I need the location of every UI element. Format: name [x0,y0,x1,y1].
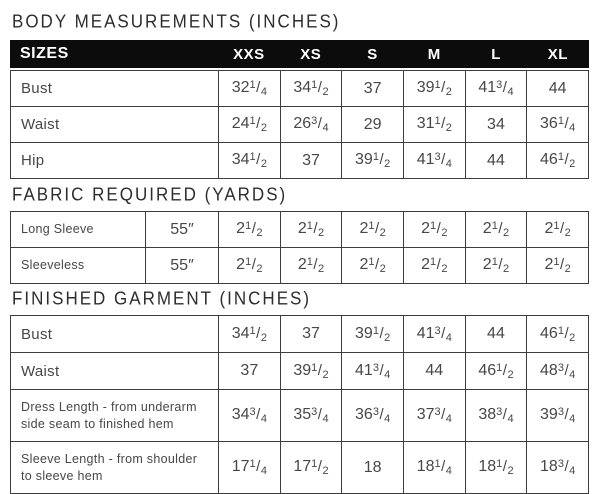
value-cell: 21/2 [218,247,281,284]
value-cell: 18 [341,441,404,494]
value-cell: 263/4 [279,106,343,143]
fabric-width-cell: 55″ [145,211,219,248]
size-column-header: L [491,45,501,63]
value-cell: 37 [279,142,343,179]
table-row: Sleeveless 55″ 21/2 21/2 21/2 21/2 21/2 21/2 [10,247,589,284]
value-cell: 483/4 [526,352,589,390]
value-cell: 21/2 [464,211,528,248]
value-cell: 37 [218,352,281,390]
value-cell: 413/4 [402,142,466,179]
size-column-header: XS [300,45,322,63]
value-cell: 393/4 [526,389,589,442]
row-label: Long Sleeve [10,211,146,248]
value-cell: 373/4 [402,389,466,442]
value-cell: 21/2 [341,211,404,248]
section-title-fabric-required: FABRIC REQUIRED (YARDS) [12,184,288,205]
sizes-header-label: SIZES [20,45,69,62]
section-title-body-measurements: BODY MEASUREMENTS (INCHES) [12,11,341,32]
row-label: Hip [10,142,219,179]
section-title-finished-garment: FINISHED GARMENT (INCHES) [12,288,312,309]
table-row: Waist 37 391/2 413/4 44 461/2 483/4 [10,352,589,390]
size-column-header: XXS [233,45,265,63]
value-cell: 311/2 [402,106,466,143]
value-cell: 37 [279,315,343,353]
table-row: Dress Length - from underarm side seam t… [10,389,589,442]
value-cell: 181/2 [464,441,528,494]
fabric-width-cell: 55″ [145,247,219,284]
value-cell: 183/4 [526,441,589,494]
size-column-header: XL [547,45,568,63]
value-cell: 363/4 [341,389,404,442]
table-row: Hip 341/2 37 391/2 413/4 44 461/2 [10,142,589,179]
value-cell: 21/2 [526,247,589,284]
value-cell: 391/2 [279,352,343,390]
value-cell: 44 [402,352,466,390]
value-cell: 461/2 [464,352,528,390]
value-cell: 37 [341,70,404,107]
fabric-required-table: Long Sleeve 55″ 21/2 21/2 21/2 21/2 21/2 21/2 Sl… [10,211,589,284]
value-cell: 391/2 [402,70,466,107]
table-row: Waist 241/2 263/4 29 311/2 34 361/4 [10,106,589,143]
value-cell: 171/4 [218,441,281,494]
value-cell: 413/4 [402,315,466,353]
value-cell: 34 [464,106,528,143]
value-cell: 383/4 [464,389,528,442]
value-cell: 21/2 [279,247,343,284]
value-cell: 181/4 [402,441,466,494]
row-label: Sleeve Length - from shoulder to sleeve … [10,441,219,494]
table-row: Sleeve Length - from shoulder to sleeve … [10,441,589,494]
value-cell: 413/4 [341,352,404,390]
sizes-header-bar: SIZES XXS XS S M L XL [10,40,589,68]
value-cell: 343/4 [218,389,281,442]
table-row: Long Sleeve 55″ 21/2 21/2 21/2 21/2 21/2 21/2 [10,211,589,248]
row-label: Dress Length - from underarm side seam t… [10,389,219,442]
row-label: Bust [10,315,219,353]
value-cell: 21/2 [279,211,343,248]
value-cell: 391/2 [341,315,404,353]
value-cell: 21/2 [218,211,281,248]
value-cell: 361/4 [526,106,589,143]
value-cell: 44 [464,315,528,353]
body-measurements-table: Bust 321/4 341/2 37 391/2 413/4 44 Waist 241/2 26… [10,70,589,179]
row-label: Sleeveless [10,247,146,284]
value-cell: 21/2 [464,247,528,284]
value-cell: 171/2 [279,441,343,494]
value-cell: 461/2 [526,142,589,179]
row-label: Waist [10,106,219,143]
row-label: Bust [10,70,219,107]
value-cell: 21/2 [341,247,404,284]
value-cell: 341/2 [218,142,281,179]
finished-garment-table: Bust 341/2 37 391/2 413/4 44 461/2 Waist 37 391/2… [10,315,589,494]
value-cell: 29 [341,106,404,143]
value-cell: 21/2 [402,211,466,248]
size-column-header: S [367,45,378,63]
value-cell: 21/2 [402,247,466,284]
size-column-header: M [427,45,441,63]
value-cell: 413/4 [464,70,528,107]
value-cell: 44 [526,70,589,107]
value-cell: 44 [464,142,528,179]
value-cell: 461/2 [526,315,589,353]
value-cell: 391/2 [341,142,404,179]
value-cell: 21/2 [526,211,589,248]
table-row: Bust 341/2 37 391/2 413/4 44 461/2 [10,315,589,353]
value-cell: 341/2 [279,70,343,107]
value-cell: 241/2 [218,106,281,143]
table-row: Bust 321/4 341/2 37 391/2 413/4 44 [10,70,589,107]
value-cell: 341/2 [218,315,281,353]
row-label: Waist [10,352,219,390]
value-cell: 321/4 [218,70,281,107]
value-cell: 353/4 [279,389,343,442]
